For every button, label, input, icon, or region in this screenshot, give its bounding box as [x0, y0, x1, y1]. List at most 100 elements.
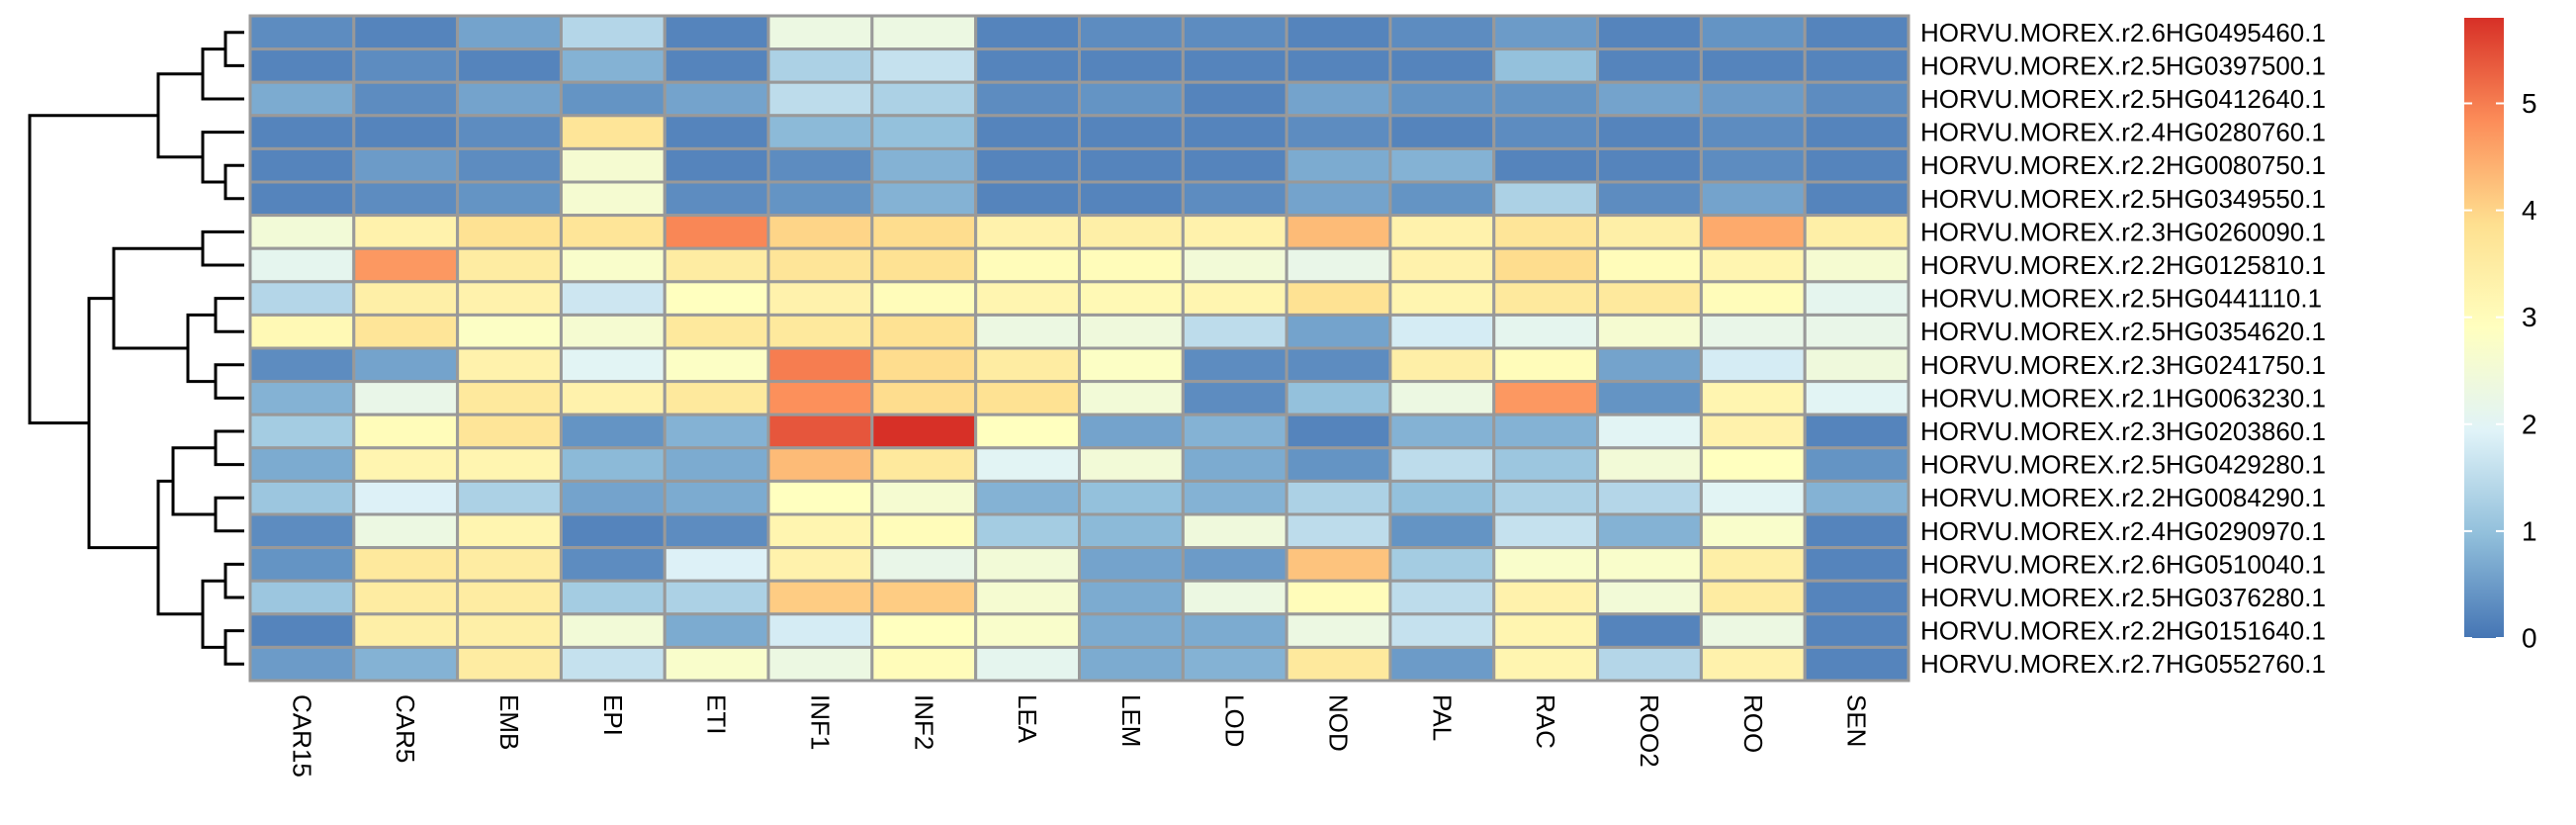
heatmap-cell [663, 446, 770, 483]
heatmap-cell [248, 412, 356, 450]
heatmap-cell [766, 546, 874, 583]
heatmap-cell [1596, 412, 1703, 450]
colorbar-tick-label: 1 [2522, 515, 2537, 546]
heatmap-cell [248, 47, 356, 84]
heatmap-cell [1078, 512, 1185, 550]
column-label: CAR15 [287, 694, 316, 778]
heatmap-cell [352, 645, 460, 683]
heatmap-cell [352, 280, 460, 317]
heatmap-cell [456, 412, 563, 450]
heatmap-cell [559, 313, 666, 350]
column-label: CAR5 [391, 694, 420, 763]
column-labels: CAR15 CAR5 EMB EPI ETI INF1 INF2 LEA LEM LOD NOD PA… [287, 694, 1871, 778]
heatmap-cell [1388, 180, 1496, 218]
heatmap-cell [1699, 579, 1807, 616]
heatmap-cell [1181, 412, 1288, 450]
heatmap-cell [1492, 412, 1600, 450]
heatmap-cell [1078, 80, 1185, 118]
heatmap-cell [1803, 546, 1910, 583]
row-label: HORVU.MOREX.r2.6HG0495460.1 [1920, 18, 2326, 47]
heatmap-cell [766, 645, 874, 683]
heatmap-cell [559, 80, 666, 118]
heatmap-cell [352, 180, 460, 218]
dendrogram-branch [201, 131, 244, 184]
heatmap-cell [870, 214, 978, 250]
heatmap-cell [559, 546, 666, 583]
dendrogram-branch [171, 446, 216, 516]
heatmap-cell [1492, 80, 1600, 118]
column-label: LOD [1220, 694, 1250, 747]
row-dendrogram [28, 31, 244, 666]
heatmap-cell [1078, 346, 1185, 384]
heatmap-cell [1181, 479, 1288, 516]
heatmap-cell [974, 479, 1081, 516]
heatmap-cell [1285, 180, 1392, 218]
heatmap-cell [1492, 446, 1600, 483]
heatmap-cell [1803, 313, 1910, 350]
heatmap-cell [870, 346, 978, 384]
heatmap-cell [974, 579, 1081, 616]
heatmap-cell [663, 47, 770, 84]
heatmap-cell [1699, 246, 1807, 284]
heatmap-cell [352, 612, 460, 649]
heatmap-cell [456, 346, 563, 384]
heatmap-cell [1285, 214, 1392, 250]
column-label: SEN [1842, 694, 1872, 747]
heatmap-cell [974, 14, 1081, 51]
heatmap-cell [1078, 146, 1185, 184]
heatmap-cell [1699, 280, 1807, 317]
heatmap-cell [1078, 180, 1185, 218]
heatmap-cell [1803, 612, 1910, 649]
heatmap-cell [1078, 645, 1185, 683]
colorbar-tick-label: 5 [2522, 88, 2537, 119]
heatmap-cell [456, 280, 563, 317]
heatmap-cell [352, 479, 460, 516]
heatmap-cell [1285, 313, 1392, 350]
heatmap-cell [456, 14, 563, 51]
heatmap-cell [1596, 612, 1703, 649]
heatmap-cell [974, 546, 1081, 583]
dendrogram-branch [87, 297, 158, 550]
heatmap-cell [352, 214, 460, 250]
row-label: HORVU.MOREX.r2.5HG0376280.1 [1920, 583, 2326, 612]
heatmap-cell [1596, 280, 1703, 317]
row-label: HORVU.MOREX.r2.2HG0084290.1 [1920, 483, 2326, 512]
heatmap-cell [1803, 645, 1910, 683]
color-legend: 0 1 2 3 4 5 [2464, 18, 2537, 654]
heatmap-cell [559, 446, 666, 483]
heatmap-cell [1803, 446, 1910, 483]
heatmap-cell [1388, 47, 1496, 84]
row-label: HORVU.MOREX.r2.7HG0552760.1 [1920, 649, 2326, 679]
heatmap-cell [1803, 280, 1910, 317]
heatmap-cell [1492, 546, 1600, 583]
heatmap-cell [1285, 14, 1392, 51]
row-label: HORVU.MOREX.r2.2HG0125810.1 [1920, 250, 2326, 280]
heatmap-cell [456, 114, 563, 150]
heatmap-cell [1388, 246, 1496, 284]
heatmap-cell [1803, 114, 1910, 150]
heatmap-cell [352, 380, 460, 416]
column-label: LEA [1013, 694, 1042, 744]
colorbar-tick-label: 4 [2522, 195, 2537, 226]
heatmap-cell [1181, 47, 1288, 84]
heatmap-cell [1078, 114, 1185, 150]
heatmap-cell [1388, 612, 1496, 649]
heatmap-cell [1388, 479, 1496, 516]
heatmap-cell [974, 114, 1081, 150]
column-label: INF2 [909, 694, 938, 750]
heatmap-cell [559, 612, 666, 649]
heatmap-cell [870, 146, 978, 184]
heatmap-cell [870, 546, 978, 583]
column-label: PAL [1427, 694, 1457, 741]
heatmap-cell [1699, 512, 1807, 550]
heatmap-cell [663, 180, 770, 218]
heatmap-cell [1181, 114, 1288, 150]
heatmap-cell [248, 146, 356, 184]
row-label: HORVU.MOREX.r2.3HG0241750.1 [1920, 350, 2326, 380]
heatmap-cell [766, 512, 874, 550]
heatmap-cell [1181, 180, 1288, 218]
heatmap-cell [352, 313, 460, 350]
column-label: ETI [702, 694, 732, 734]
heatmap-cell [248, 512, 356, 550]
heatmap-cell [559, 645, 666, 683]
